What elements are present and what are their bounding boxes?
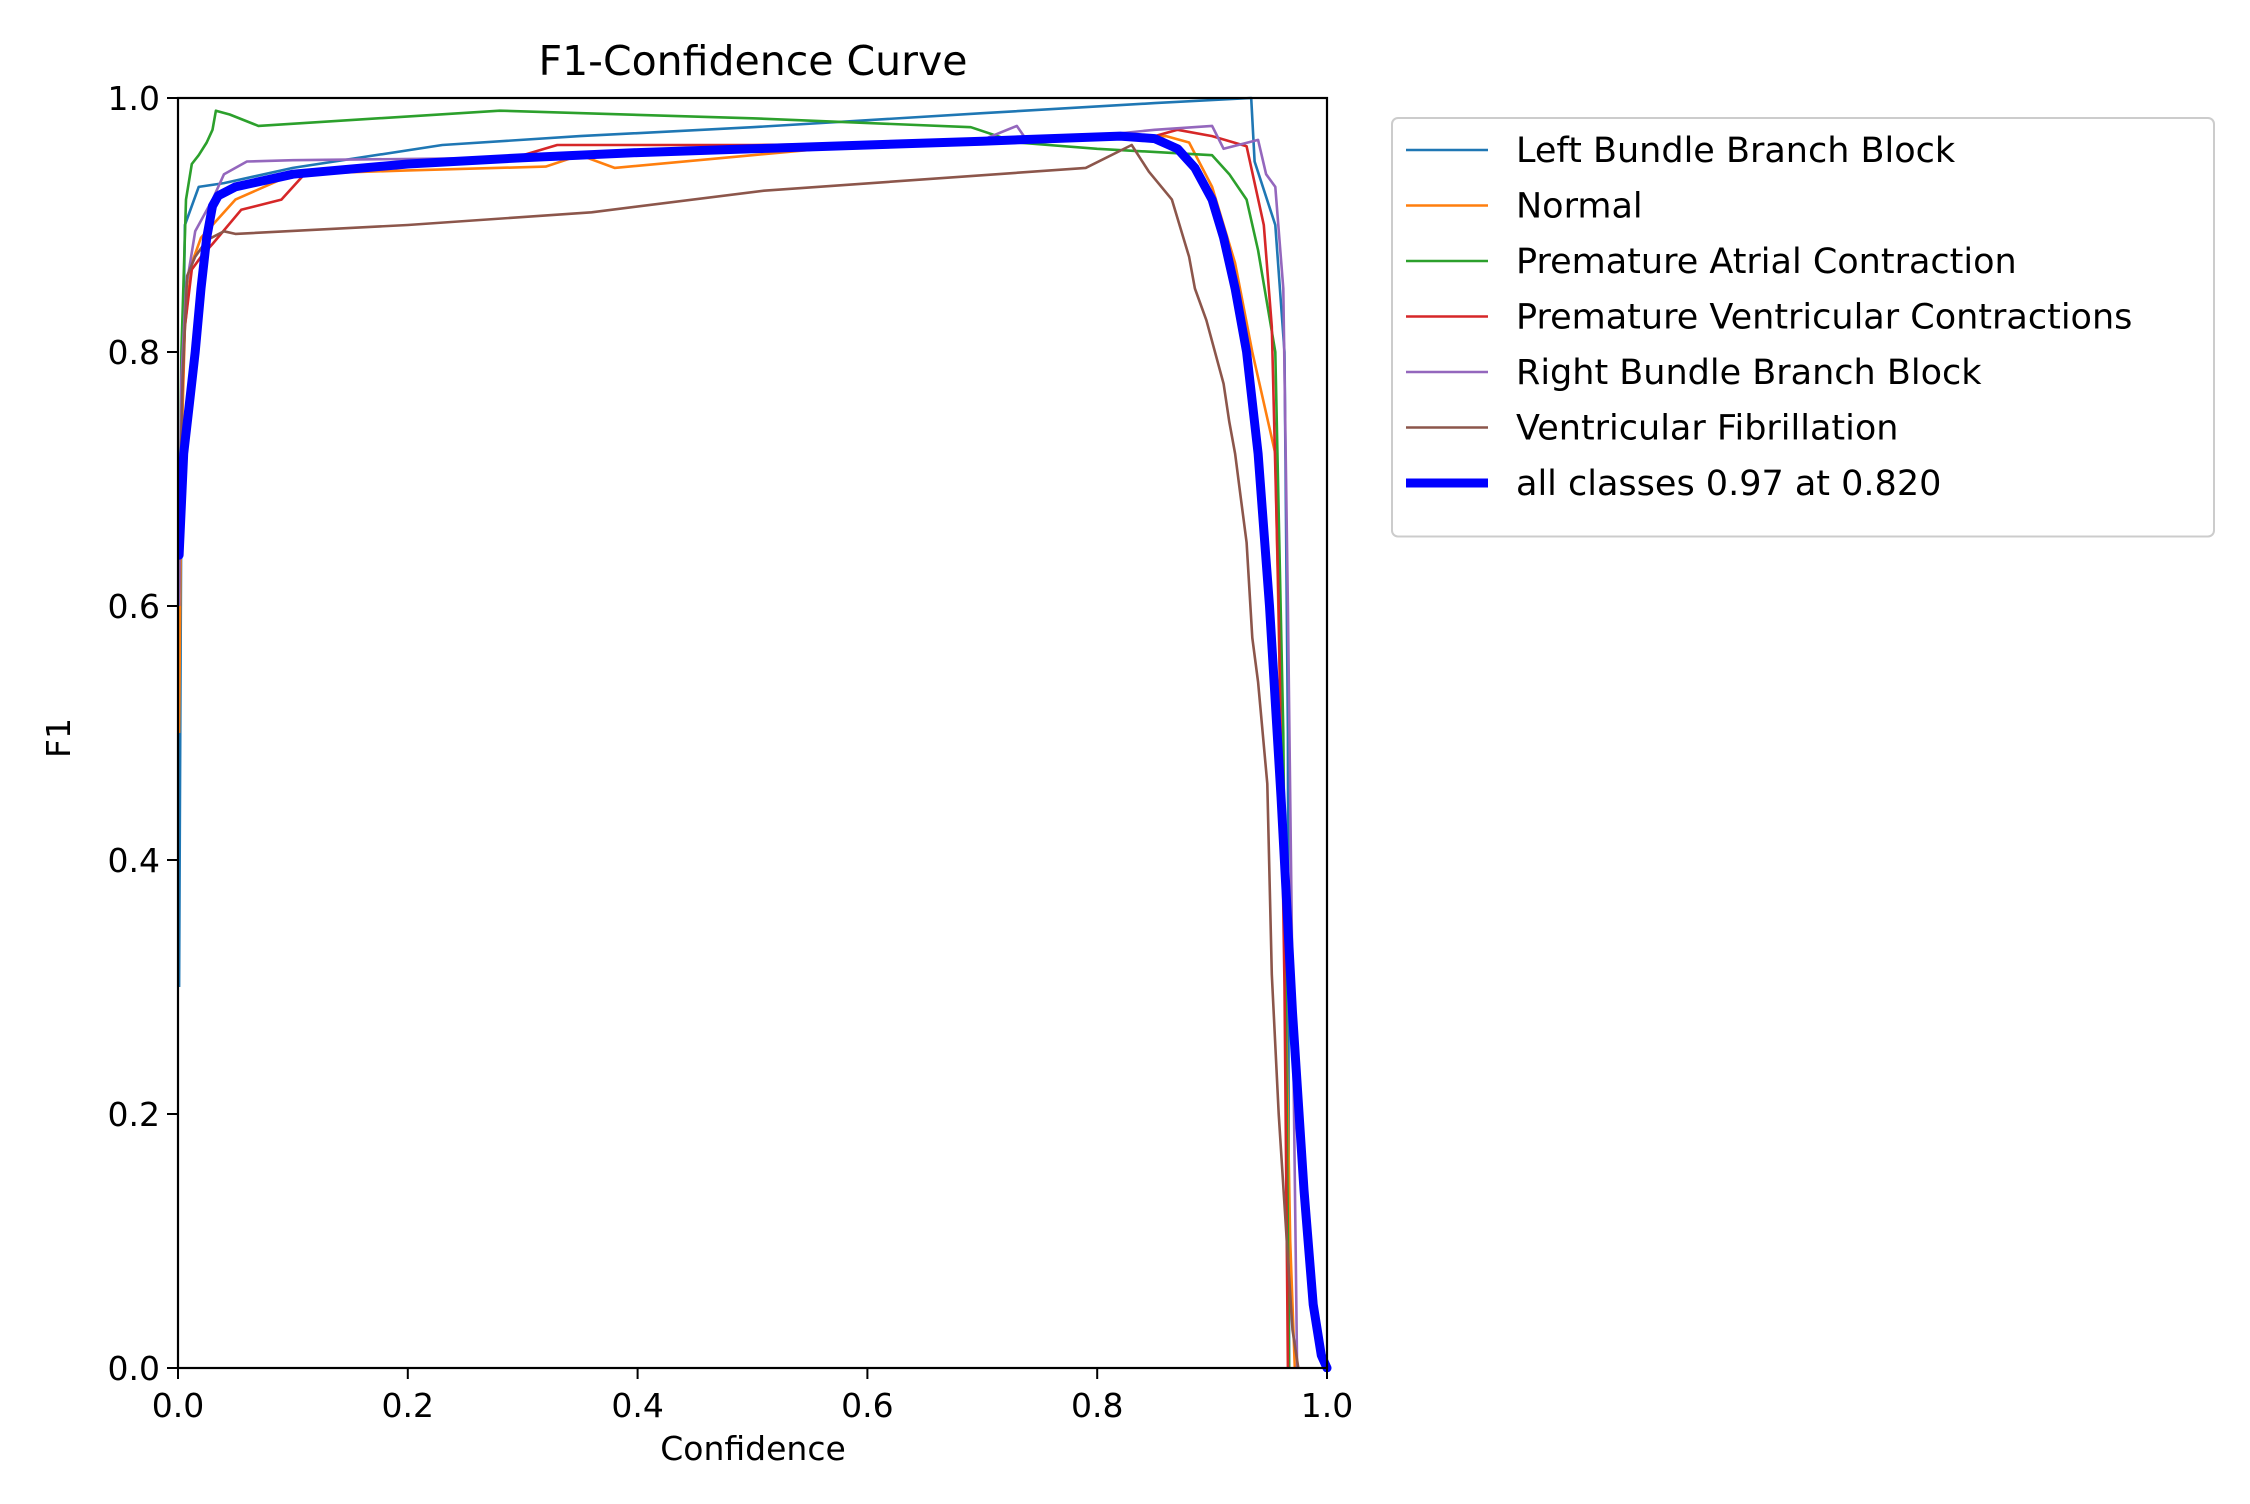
- series-line-5: [178, 143, 1300, 1369]
- series-line-1: [178, 134, 1297, 1369]
- x-tick-label: 0.2: [382, 1386, 434, 1425]
- x-tick-label: 0.6: [841, 1386, 893, 1425]
- y-tick-label: 0.0: [108, 1349, 160, 1388]
- legend-label: Ventricular Fibrillation: [1516, 409, 1898, 449]
- legend-label: Left Bundle Branch Block: [1516, 131, 1956, 171]
- chart-title: F1-Confidence Curve: [539, 37, 968, 85]
- legend-label: all classes 0.97 at 0.820: [1516, 464, 1941, 504]
- series-line-3: [178, 128, 1290, 1369]
- series-line-6: [178, 131, 1332, 1372]
- legend-box: [1391, 117, 2215, 538]
- y-tick-label: 0.6: [108, 587, 160, 626]
- y-tick-label: 0.8: [108, 333, 160, 372]
- legend-label: Right Bundle Branch Block: [1516, 353, 1982, 393]
- legend-label: Premature Atrial Contraction: [1516, 242, 2017, 282]
- legend: Left Bundle Branch Block Normal Premature …: [1391, 117, 2215, 538]
- x-tick-label: 1.0: [1301, 1386, 1353, 1425]
- legend-label: Premature Ventricular Contractions: [1516, 298, 2132, 338]
- plot-area: 0.0 0.2 0.4 0.6 0.8 1.0 0.0 0.2 0.4 0.6 0.8 1.0: [108, 79, 1354, 1425]
- y-tick-label: 0.2: [108, 1095, 160, 1134]
- y-axis-label: F1: [39, 718, 78, 758]
- y-tick-label: 0.4: [108, 841, 160, 880]
- x-tick-label: 0.0: [152, 1386, 204, 1425]
- x-tick-label: 0.8: [1071, 1386, 1123, 1425]
- x-axis-label: Confidence: [660, 1429, 846, 1468]
- series-line-2: [178, 109, 1291, 1369]
- series-lines: [178, 96, 1332, 1372]
- axes-frame: [176, 96, 1329, 1370]
- series-line-4: [178, 124, 1299, 1369]
- legend-label: Normal: [1516, 187, 1643, 227]
- x-tick-label: 0.4: [611, 1386, 663, 1425]
- y-tick-label: 1.0: [108, 79, 160, 118]
- series-line-0: [178, 96, 1291, 1369]
